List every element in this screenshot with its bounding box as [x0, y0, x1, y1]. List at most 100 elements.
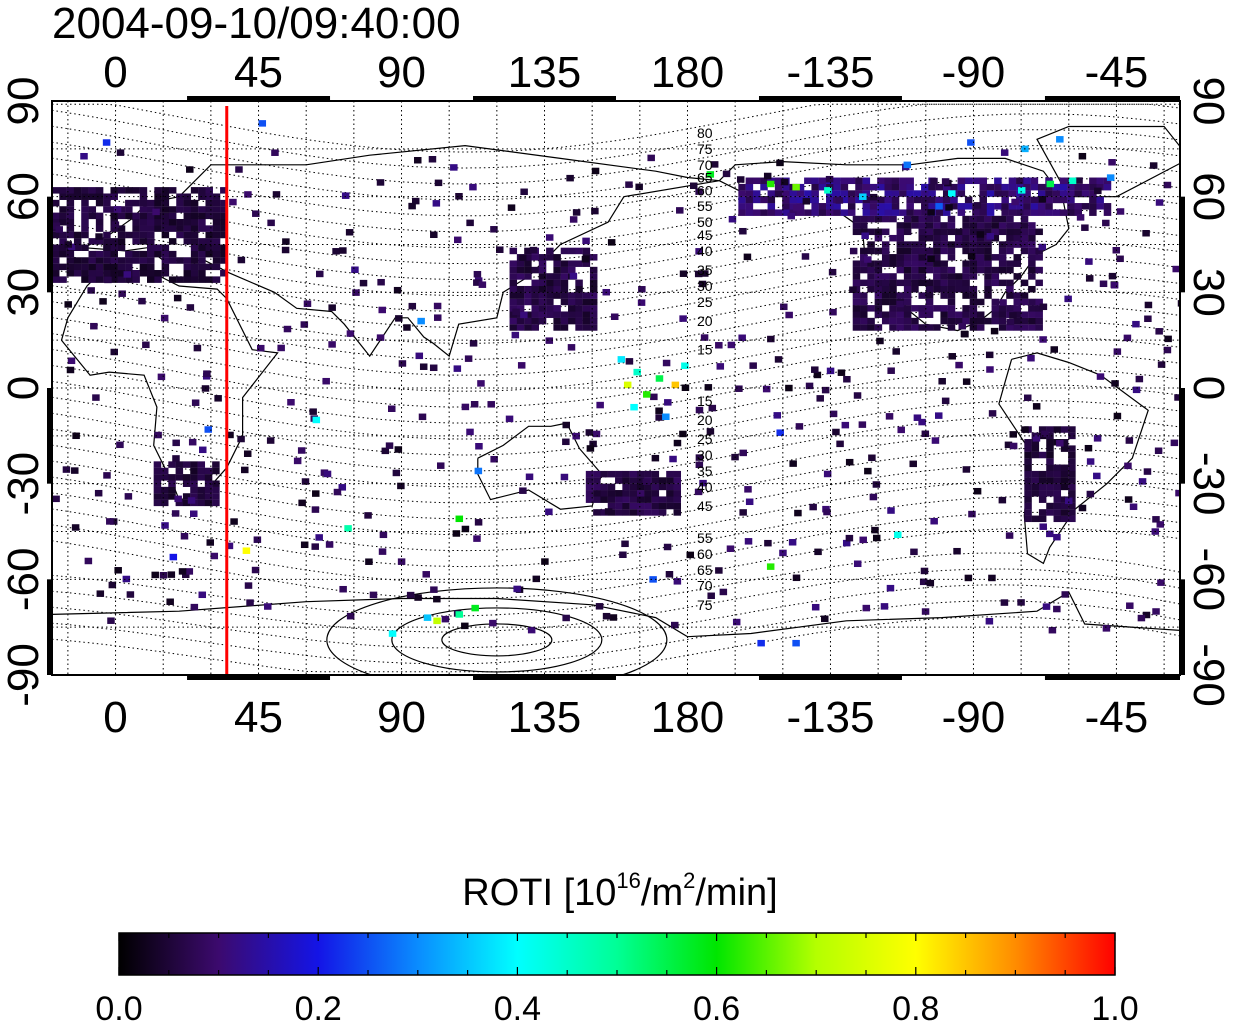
roti-cell: [258, 120, 267, 127]
roti-cell: [976, 254, 985, 261]
roti-cell: [666, 496, 674, 503]
roti-cell: [346, 612, 355, 620]
roti-cell: [986, 233, 995, 240]
roti-cell: [1096, 203, 1104, 210]
roti-cell: [182, 480, 191, 487]
roti-cell: [986, 366, 994, 373]
roti-cell: [122, 575, 131, 583]
roti-cell: [811, 209, 819, 216]
roti-cell: [59, 244, 67, 251]
roti-cell: [88, 193, 97, 200]
roti-cell: [925, 311, 934, 318]
roti-cell: [487, 401, 495, 408]
roti-cell: [126, 591, 135, 598]
roti-cell: [773, 412, 782, 419]
roti-cell: [984, 228, 992, 236]
roti-cell: [204, 493, 213, 500]
roti-cell: [560, 292, 569, 299]
roti-cell: [1060, 509, 1069, 516]
roti-cell: [312, 416, 321, 424]
roti-cell: [469, 183, 477, 191]
contour-line: [52, 240, 1180, 313]
roti-cell: [1103, 203, 1112, 210]
roti-cell: [909, 460, 917, 468]
roti-cell: [513, 585, 521, 593]
roti-cell: [957, 203, 966, 210]
roti-cell: [1144, 301, 1153, 309]
roti-cell: [867, 324, 875, 331]
roti-cell: [942, 196, 951, 204]
roti-cell: [147, 257, 155, 264]
roti-cell: [600, 496, 608, 503]
roti-cell: [205, 250, 213, 258]
roti-cell: [385, 442, 394, 449]
roti-cell: [88, 187, 97, 194]
roti-cell: [860, 311, 868, 318]
roti-cell: [607, 496, 616, 503]
roti-cell: [397, 558, 406, 565]
roti-cell: [1035, 279, 1043, 287]
contour-label: 20: [697, 412, 713, 428]
roti-cell: [918, 222, 926, 229]
roti-cell: [999, 299, 1007, 306]
roti-cell: [516, 266, 525, 274]
roti-cell: [470, 401, 479, 408]
roti-cell: [676, 207, 684, 214]
roti-cell: [1030, 209, 1039, 216]
roti-cell: [220, 218, 228, 226]
colorbar-title-exponent: 16: [616, 868, 641, 893]
roti-cell: [700, 334, 709, 341]
roti-cell: [95, 187, 104, 194]
roti-cell: [1124, 462, 1132, 470]
roti-cell: [833, 203, 841, 210]
roti-cell: [593, 483, 601, 491]
roti-cell: [538, 273, 547, 280]
roti-cell: [926, 579, 935, 587]
roti-cell: [826, 203, 834, 210]
roti-cell: [1013, 228, 1022, 236]
roti-cell: [545, 508, 553, 516]
roti-cell: [1060, 426, 1069, 433]
roti-cell: [933, 234, 941, 242]
roti-cell: [972, 177, 980, 185]
roti-cell: [855, 196, 863, 204]
roti-cell: [804, 190, 812, 197]
roti-cell: [880, 603, 889, 610]
roti-cell: [212, 493, 220, 500]
roti-cell: [796, 190, 805, 197]
roti-cell: [1006, 228, 1014, 236]
roti-cell: [1067, 196, 1075, 204]
roti-cell: [1067, 203, 1075, 210]
roti-cell: [1061, 591, 1069, 598]
colorbar-tick-label: 0.2: [295, 990, 342, 1024]
roti-cell: [853, 560, 862, 568]
contour-line: [52, 288, 1180, 360]
roti-cell: [220, 199, 228, 207]
roti-cell: [984, 317, 992, 325]
roti-cell: [168, 257, 177, 264]
roti-cell: [874, 285, 883, 293]
roti-cell: [198, 250, 206, 258]
roti-cell: [1028, 285, 1036, 293]
roti-cell: [814, 548, 822, 556]
roti-cell: [113, 206, 122, 213]
roti-cell: [738, 183, 746, 191]
roti-cell: [1053, 515, 1062, 523]
roti-cell: [190, 276, 199, 283]
roti-cell: [538, 285, 547, 293]
roti-cell: [894, 531, 902, 538]
x-tick-label-top: -45: [1085, 48, 1149, 97]
roti-cell: [925, 247, 934, 255]
roti-cell: [161, 257, 170, 264]
roti-cell: [767, 335, 775, 343]
roti-cell: [955, 311, 963, 318]
roti-cell: [947, 222, 956, 229]
roti-cell: [589, 317, 598, 325]
roti-cell: [722, 170, 731, 178]
roti-cell: [962, 260, 970, 267]
roti-cell: [1046, 464, 1054, 472]
roti-cell: [984, 222, 992, 229]
roti-cell: [933, 254, 941, 261]
y-tick-label-left: 60: [0, 172, 48, 221]
roti-cell: [607, 470, 616, 478]
